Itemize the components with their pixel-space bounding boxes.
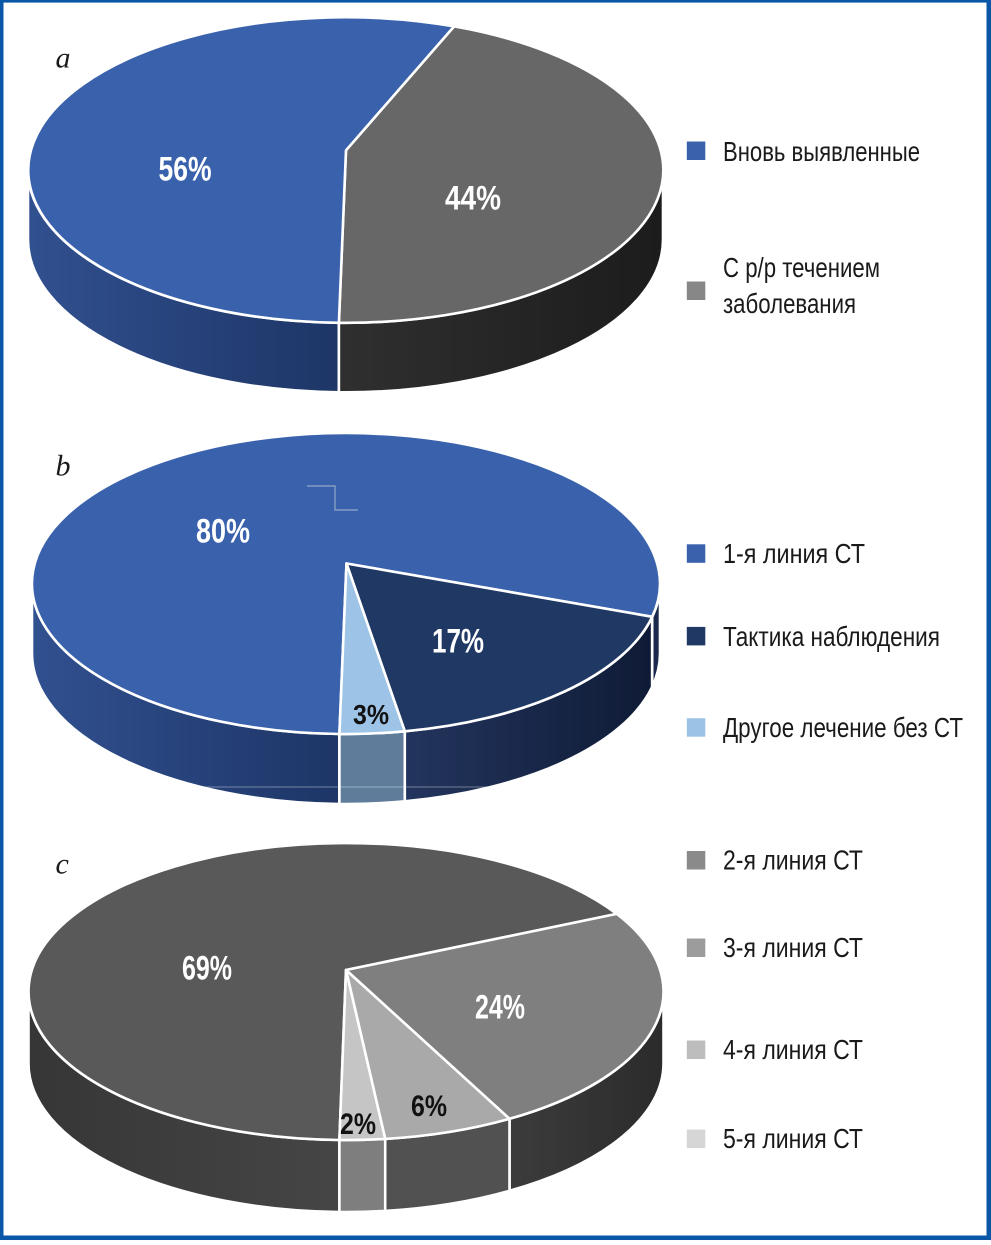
svg-text:6%: 6%: [411, 1090, 447, 1123]
svg-text:80%: 80%: [196, 513, 250, 551]
svg-text:Другое лечение без СТ: Другое лечение без СТ: [723, 712, 963, 743]
svg-text:5-я линия СТ: 5-я линия СТ: [723, 1123, 863, 1154]
svg-text:c: c: [56, 848, 69, 881]
svg-text:3%: 3%: [353, 699, 389, 730]
svg-text:44%: 44%: [445, 180, 501, 218]
svg-text:С р/р течением: С р/р течением: [723, 252, 880, 283]
svg-text:2-я линия СТ: 2-я линия СТ: [723, 845, 863, 876]
svg-text:Вновь выявленные: Вновь выявленные: [723, 136, 920, 167]
svg-text:1-я линия СТ: 1-я линия СТ: [723, 538, 865, 569]
svg-text:17%: 17%: [432, 623, 484, 661]
svg-text:56%: 56%: [159, 151, 212, 189]
svg-text:3-я линия СТ: 3-я линия СТ: [723, 932, 863, 963]
svg-text:b: b: [56, 449, 71, 482]
svg-text:24%: 24%: [475, 989, 525, 1027]
svg-text:a: a: [56, 41, 71, 74]
svg-text:69%: 69%: [182, 950, 232, 988]
svg-text:Тактика наблюдения: Тактика наблюдения: [723, 621, 940, 652]
svg-text:4-я линия СТ: 4-я линия СТ: [723, 1034, 863, 1065]
svg-text:заболевания: заболевания: [723, 288, 856, 319]
svg-text:2%: 2%: [340, 1108, 376, 1141]
